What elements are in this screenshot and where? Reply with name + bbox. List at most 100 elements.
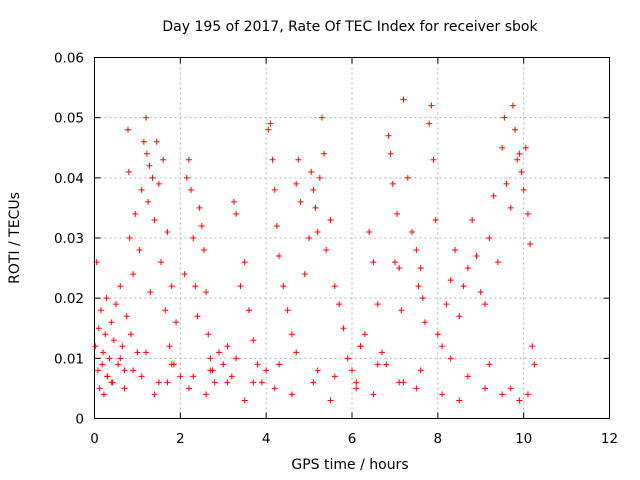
- x-tick-label: 8: [434, 431, 443, 447]
- data-point: [211, 379, 218, 386]
- data-point: [115, 361, 122, 368]
- data-point: [321, 150, 328, 157]
- x-tick-label: 12: [601, 431, 618, 447]
- data-point: [486, 361, 493, 368]
- data-point: [258, 379, 265, 386]
- data-point: [464, 265, 471, 272]
- data-point: [516, 150, 523, 157]
- data-point: [366, 228, 373, 235]
- data-point: [134, 349, 141, 356]
- data-point: [331, 283, 338, 290]
- data-point: [421, 319, 428, 326]
- data-point: [432, 216, 439, 223]
- chart-title: Day 195 of 2017, Rate Of TEC Index for r…: [162, 19, 538, 35]
- x-axis-tick-labels: 0 2 4 6 8 10 12: [90, 431, 618, 447]
- data-point: [398, 307, 405, 314]
- data-point: [149, 174, 156, 181]
- data-point: [130, 367, 137, 374]
- data-point: [164, 228, 171, 235]
- data-point: [160, 156, 167, 163]
- data-point: [97, 307, 104, 314]
- y-tick-label: 0.05: [54, 111, 84, 127]
- data-point: [276, 253, 283, 260]
- data-point: [143, 150, 150, 157]
- data-point: [477, 289, 484, 296]
- data-point: [349, 367, 355, 374]
- data-point: [99, 361, 106, 368]
- data-point: [151, 216, 158, 223]
- data-point: [237, 283, 244, 290]
- data-point: [499, 391, 506, 398]
- data-point: [108, 379, 115, 386]
- data-point: [233, 210, 240, 217]
- data-point: [181, 271, 188, 278]
- data-point: [370, 391, 377, 398]
- data-point: [524, 210, 531, 217]
- data-point: [162, 307, 169, 314]
- data-point: [400, 96, 407, 103]
- data-point: [327, 216, 334, 223]
- data-point: [198, 222, 205, 229]
- data-point: [230, 198, 237, 205]
- data-point: [327, 397, 334, 404]
- data-point: [203, 289, 210, 296]
- data-point: [394, 210, 401, 217]
- data-point: [143, 349, 149, 356]
- data-point: [123, 313, 130, 320]
- data-point: [106, 355, 113, 362]
- data-point: [314, 228, 321, 235]
- data-point: [104, 373, 111, 380]
- data-point: [456, 397, 463, 404]
- data-point: [413, 247, 420, 254]
- data-point: [310, 186, 317, 193]
- data-point: [430, 156, 437, 163]
- data-point: [516, 397, 523, 404]
- data-point: [207, 355, 214, 362]
- data-point: [224, 343, 231, 350]
- data-point: [473, 253, 480, 260]
- data-point: [194, 313, 201, 320]
- data-point: [413, 385, 420, 392]
- data-point: [318, 114, 325, 121]
- data-point: [192, 283, 199, 290]
- data-point: [417, 367, 424, 374]
- grid-lines: [94, 57, 610, 419]
- data-point: [374, 301, 381, 308]
- data-point: [121, 385, 128, 392]
- data-point: [389, 180, 396, 187]
- x-tick-label: 4: [262, 431, 271, 447]
- data-point: [177, 373, 184, 380]
- data-point: [233, 355, 240, 362]
- data-point: [340, 325, 347, 332]
- y-axis-tick-labels: 0 0.01 0.02 0.03 0.04 0.05 0.06: [54, 51, 84, 428]
- data-point: [391, 259, 398, 266]
- axis-ticks: [94, 57, 610, 419]
- data-point: [295, 156, 302, 163]
- data-point: [469, 216, 476, 223]
- data-point: [456, 313, 463, 320]
- x-tick-label: 6: [348, 431, 357, 447]
- data-point: [460, 283, 467, 290]
- data-point: [404, 174, 411, 181]
- data-point: [250, 379, 257, 386]
- data-point: [100, 349, 107, 356]
- data-point: [494, 259, 501, 266]
- data-point: [121, 367, 128, 374]
- data-point: [112, 301, 119, 308]
- data-point: [312, 204, 319, 211]
- data-point: [443, 301, 450, 308]
- data-point: [147, 289, 154, 296]
- data-point: [524, 391, 531, 398]
- data-point: [138, 186, 145, 193]
- data-point: [124, 126, 131, 133]
- data-point: [447, 277, 454, 284]
- data-point: [336, 301, 343, 308]
- data-point: [265, 126, 272, 133]
- data-point: [316, 174, 323, 181]
- data-point: [509, 102, 516, 109]
- data-point: [166, 343, 173, 350]
- data-point: [383, 361, 390, 368]
- data-point: [155, 379, 162, 386]
- data-point: [385, 132, 392, 139]
- data-point: [220, 361, 227, 368]
